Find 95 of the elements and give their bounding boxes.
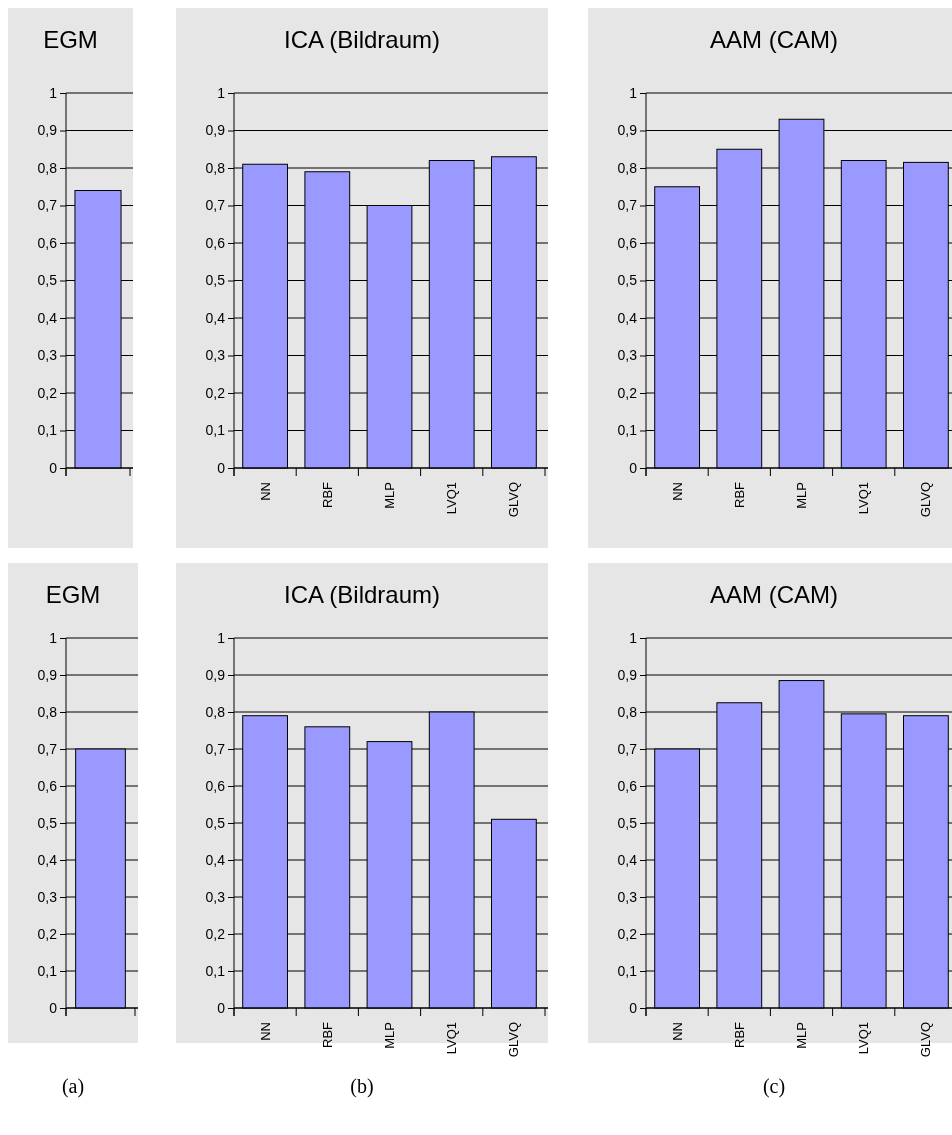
chart-title: EGM bbox=[45, 581, 101, 608]
x-tick-label: MLP bbox=[382, 1022, 398, 1049]
x-tick-label: GLVQ bbox=[918, 1022, 934, 1058]
y-tick-label: 0,7 bbox=[205, 740, 226, 757]
y-tick-label: 0,2 bbox=[617, 384, 638, 401]
x-tick-label: RBF bbox=[731, 481, 747, 508]
y-tick-label: 1 bbox=[629, 84, 638, 101]
y-tick-label: 0,3 bbox=[37, 888, 58, 905]
y-tick-label: 0,8 bbox=[205, 159, 226, 176]
y-tick-label: 0,5 bbox=[205, 814, 226, 831]
y-tick-label: 0,1 bbox=[37, 962, 58, 979]
text: (a) bbox=[61, 1075, 85, 1098]
y-tick-label: 0,2 bbox=[37, 384, 58, 401]
y-tick-label: 0 bbox=[49, 999, 58, 1016]
y-tick-label: 0,9 bbox=[205, 666, 226, 683]
y-tick-label: 0,1 bbox=[205, 962, 226, 979]
x-tick-label: LVQ1 bbox=[856, 482, 872, 515]
x-tick-label: RBF bbox=[731, 1021, 747, 1048]
y-tick-label: 0,4 bbox=[205, 309, 226, 326]
y-tick-label: 0,2 bbox=[205, 384, 226, 401]
y-tick-label: 0,9 bbox=[37, 122, 58, 139]
y-tick-label: 0,5 bbox=[617, 814, 638, 831]
y-tick-label: 0,8 bbox=[617, 159, 638, 176]
y-tick-label: 0,8 bbox=[205, 703, 226, 720]
y-tick-label: 0,7 bbox=[617, 197, 638, 214]
x-tick-label: MLP bbox=[794, 1022, 810, 1049]
chart-title: AAM (CAM) bbox=[710, 26, 838, 53]
y-tick-label: 1 bbox=[629, 629, 638, 646]
y-tick-label: 0,7 bbox=[37, 197, 58, 214]
y-tick-label: 0,6 bbox=[617, 234, 638, 251]
y-tick-label: 0,7 bbox=[205, 197, 226, 214]
chart-title: ICA (Bildraum) bbox=[283, 581, 441, 608]
y-tick-label: 0,2 bbox=[617, 925, 638, 942]
y-tick-label: 0 bbox=[49, 459, 58, 476]
text: (c) bbox=[762, 1075, 786, 1098]
y-tick-label: 0,3 bbox=[37, 347, 58, 364]
y-tick-label: 0,9 bbox=[37, 666, 58, 683]
x-tick-label: GLVQ bbox=[918, 482, 934, 518]
chart-title: ICA (Bildraum) bbox=[283, 26, 441, 53]
y-tick-label: 0,5 bbox=[37, 272, 58, 289]
y-tick-label: 0,4 bbox=[37, 309, 58, 326]
x-tick-label: LVQ1 bbox=[444, 1022, 460, 1055]
y-tick-label: 0,3 bbox=[205, 347, 226, 364]
chart-title: EGM bbox=[43, 26, 98, 53]
y-tick-label: 0,6 bbox=[37, 777, 58, 794]
y-tick-label: 0,4 bbox=[205, 851, 226, 868]
y-tick-label: 0,3 bbox=[617, 888, 638, 905]
x-tick-label: RBF bbox=[319, 1021, 335, 1048]
y-tick-label: 0,1 bbox=[617, 962, 638, 979]
y-tick-label: 0,6 bbox=[205, 777, 226, 794]
y-tick-label: 0,2 bbox=[37, 925, 58, 942]
y-tick-label: 0 bbox=[629, 999, 638, 1016]
y-tick-label: 0 bbox=[217, 459, 226, 476]
y-tick-label: 0,5 bbox=[617, 272, 638, 289]
y-tick-label: 0,6 bbox=[205, 234, 226, 251]
x-tick-label: NN bbox=[257, 1022, 273, 1041]
y-tick-label: 0,4 bbox=[37, 851, 58, 868]
x-tick-label: NN bbox=[669, 482, 685, 501]
y-tick-label: 0,5 bbox=[205, 272, 226, 289]
y-tick-label: 0,1 bbox=[37, 422, 58, 439]
text: (b) bbox=[350, 1075, 374, 1098]
x-tick-label: MLP bbox=[794, 482, 810, 509]
y-tick-label: 0,9 bbox=[205, 122, 226, 139]
y-tick-label: 0,5 bbox=[37, 814, 58, 831]
y-tick-label: 0,6 bbox=[37, 234, 58, 251]
y-tick-label: 0,4 bbox=[617, 309, 638, 326]
y-tick-label: 1 bbox=[217, 84, 226, 101]
y-tick-label: 0,4 bbox=[617, 851, 638, 868]
chart-title: AAM (CAM) bbox=[710, 581, 838, 608]
y-tick-label: 0,7 bbox=[37, 740, 58, 757]
y-tick-label: 0,3 bbox=[617, 347, 638, 364]
y-tick-label: 0,3 bbox=[205, 888, 226, 905]
y-tick-label: 0,6 bbox=[617, 777, 638, 794]
y-tick-label: 0,1 bbox=[617, 422, 638, 439]
y-tick-label: 1 bbox=[49, 84, 58, 101]
x-tick-label: MLP bbox=[382, 482, 398, 509]
x-tick-label: NN bbox=[669, 1022, 685, 1041]
x-tick-label: GLVQ bbox=[506, 1022, 522, 1058]
x-tick-label: RBF bbox=[319, 481, 335, 508]
y-tick-label: 0,8 bbox=[37, 703, 58, 720]
x-tick-label: NN bbox=[257, 482, 273, 501]
y-tick-label: 1 bbox=[217, 629, 226, 646]
y-tick-label: 0,2 bbox=[205, 925, 226, 942]
y-tick-label: 0 bbox=[217, 999, 226, 1016]
y-tick-label: 0,8 bbox=[37, 159, 58, 176]
y-tick-label: 1 bbox=[49, 629, 58, 646]
y-tick-label: 0,1 bbox=[205, 422, 226, 439]
y-tick-label: 0,7 bbox=[617, 740, 638, 757]
x-tick-label: LVQ1 bbox=[856, 1022, 872, 1055]
y-tick-label: 0,9 bbox=[617, 666, 638, 683]
x-tick-label: GLVQ bbox=[506, 482, 522, 518]
y-tick-label: 0,9 bbox=[617, 122, 638, 139]
y-tick-label: 0,8 bbox=[617, 703, 638, 720]
x-tick-label: LVQ1 bbox=[444, 482, 460, 515]
y-tick-label: 0 bbox=[629, 459, 638, 476]
